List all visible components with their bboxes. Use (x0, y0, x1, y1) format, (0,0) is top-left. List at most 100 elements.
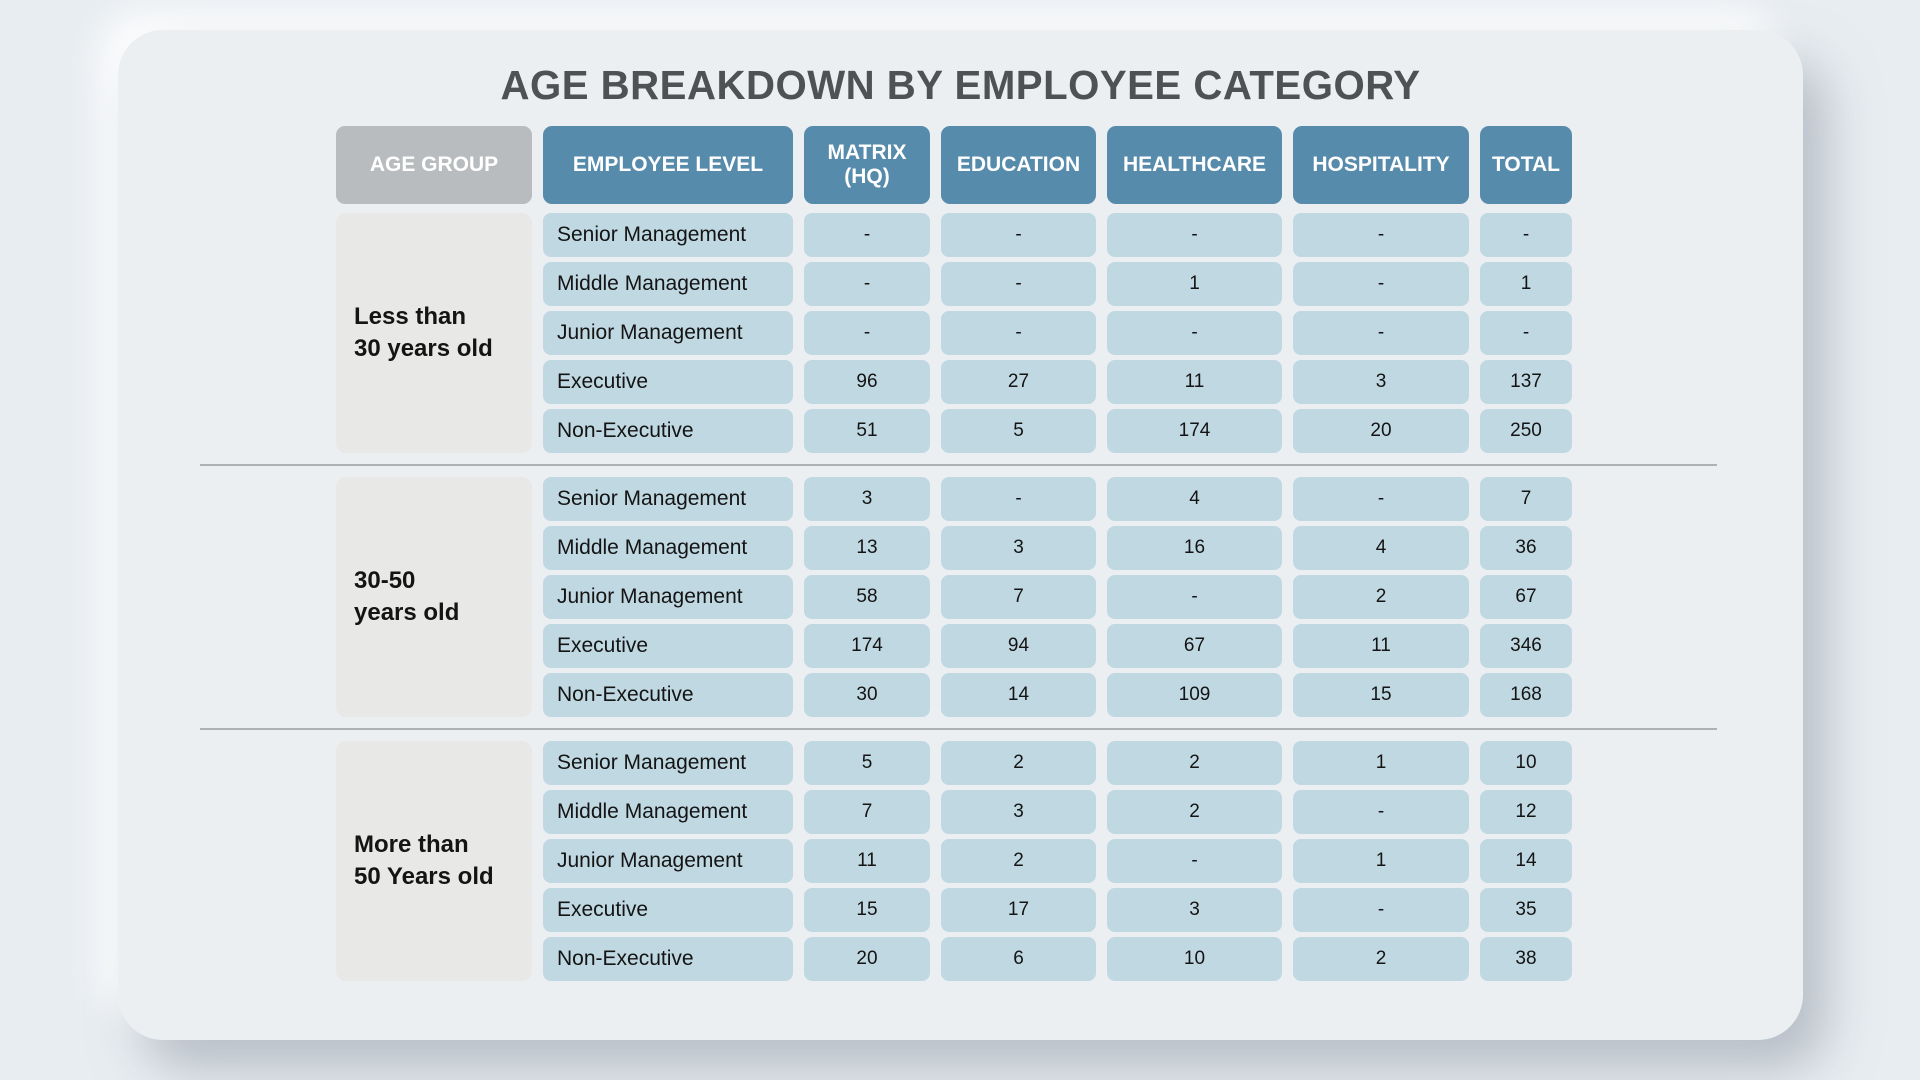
value-cell: 13 (804, 526, 930, 570)
value-cell: - (1293, 790, 1469, 834)
section-rows: Senior Management - - - - - Middle Manag… (543, 213, 1572, 453)
value-cell: 11 (804, 839, 930, 883)
value-cell: 3 (804, 477, 930, 521)
value-cell: 2 (941, 741, 1096, 785)
value-cell: 5 (941, 409, 1096, 453)
level-cell: Senior Management (543, 741, 793, 785)
total-cell: 346 (1480, 624, 1572, 668)
table-row: Non-Executive 51 5 174 20 250 (543, 409, 1572, 453)
table-row: Senior Management - - - - - (543, 213, 1572, 257)
value-cell: - (804, 311, 930, 355)
value-cell: 1 (1107, 262, 1282, 306)
header-education: EDUCATION (941, 126, 1096, 204)
value-cell: 174 (1107, 409, 1282, 453)
table-row: Junior Management 11 2 - 1 14 (543, 839, 1572, 883)
value-cell: 94 (941, 624, 1096, 668)
value-cell: 20 (1293, 409, 1469, 453)
value-cell: 14 (941, 673, 1096, 717)
level-cell: Executive (543, 624, 793, 668)
value-cell: - (1293, 311, 1469, 355)
level-cell: Junior Management (543, 839, 793, 883)
total-cell: 10 (1480, 741, 1572, 785)
value-cell: 3 (1293, 360, 1469, 404)
table-row: Senior Management 3 - 4 - 7 (543, 477, 1572, 521)
level-cell: Non-Executive (543, 937, 793, 981)
table-row: Non-Executive 20 6 10 2 38 (543, 937, 1572, 981)
level-cell: Non-Executive (543, 409, 793, 453)
value-cell: 20 (804, 937, 930, 981)
value-cell: 15 (1293, 673, 1469, 717)
age-group-label: 30-50 years old (336, 477, 532, 717)
value-cell: 5 (804, 741, 930, 785)
value-cell: - (941, 311, 1096, 355)
total-cell: 36 (1480, 526, 1572, 570)
level-cell: Senior Management (543, 477, 793, 521)
page-title: AGE BREAKDOWN BY EMPLOYEE CATEGORY (500, 62, 1421, 108)
value-cell: - (1107, 575, 1282, 619)
header-row: AGE GROUP EMPLOYEE LEVEL MATRIX (HQ) EDU… (336, 126, 1572, 204)
value-cell: 2 (1107, 741, 1282, 785)
age-group-line2: 50 Years old (354, 863, 494, 890)
value-cell: 10 (1107, 937, 1282, 981)
header-matrix-hq: MATRIX (HQ) (804, 126, 930, 204)
value-cell: 30 (804, 673, 930, 717)
value-cell: 16 (1107, 526, 1282, 570)
total-cell: - (1480, 311, 1572, 355)
section-over-50: More than 50 Years old Senior Management… (336, 741, 1572, 981)
value-cell: - (941, 477, 1096, 521)
value-cell: - (804, 213, 930, 257)
value-cell: 67 (1107, 624, 1282, 668)
level-cell: Junior Management (543, 575, 793, 619)
age-group-label: More than 50 Years old (336, 741, 532, 981)
age-group-line1: 30-50 (354, 566, 416, 594)
age-group-line1: Less than (354, 302, 467, 330)
value-cell: 7 (804, 790, 930, 834)
value-cell: 4 (1293, 526, 1469, 570)
value-cell: 2 (1293, 937, 1469, 981)
value-cell: - (1293, 477, 1469, 521)
value-cell: 17 (941, 888, 1096, 932)
total-cell: - (1480, 213, 1572, 257)
header-hospitality: HOSPITALITY (1293, 126, 1469, 204)
value-cell: - (1107, 213, 1282, 257)
value-cell: 51 (804, 409, 930, 453)
value-cell: - (941, 262, 1096, 306)
value-cell: 27 (941, 360, 1096, 404)
value-cell: 6 (941, 937, 1096, 981)
value-cell: - (941, 213, 1096, 257)
value-cell: - (1107, 839, 1282, 883)
header-employee-level: EMPLOYEE LEVEL (543, 126, 793, 204)
section-under-30: Less than 30 years old Senior Management… (336, 213, 1572, 453)
header-total: TOTAL (1480, 126, 1572, 204)
level-cell: Non-Executive (543, 673, 793, 717)
level-cell: Junior Management (543, 311, 793, 355)
header-age-group: AGE GROUP (336, 126, 532, 204)
total-cell: 137 (1480, 360, 1572, 404)
total-cell: 1 (1480, 262, 1572, 306)
section-rows: Senior Management 5 2 2 1 10 Middle Mana… (543, 741, 1572, 981)
total-cell: 168 (1480, 673, 1572, 717)
value-cell: - (1293, 262, 1469, 306)
level-cell: Middle Management (543, 790, 793, 834)
level-cell: Middle Management (543, 262, 793, 306)
age-group-line2: 30 years old (354, 335, 493, 362)
value-cell: - (1107, 311, 1282, 355)
value-cell: 2 (1107, 790, 1282, 834)
value-cell: 1 (1293, 741, 1469, 785)
level-cell: Middle Management (543, 526, 793, 570)
header-healthcare: HEALTHCARE (1107, 126, 1282, 204)
level-cell: Senior Management (543, 213, 793, 257)
value-cell: 174 (804, 624, 930, 668)
age-group-label: Less than 30 years old (336, 213, 532, 453)
total-cell: 12 (1480, 790, 1572, 834)
value-cell: 58 (804, 575, 930, 619)
section-rows: Senior Management 3 - 4 - 7 Middle Manag… (543, 477, 1572, 717)
total-cell: 7 (1480, 477, 1572, 521)
value-cell: 109 (1107, 673, 1282, 717)
total-cell: 14 (1480, 839, 1572, 883)
level-cell: Executive (543, 360, 793, 404)
table-row: Executive 96 27 11 3 137 (543, 360, 1572, 404)
table-row: Non-Executive 30 14 109 15 168 (543, 673, 1572, 717)
value-cell: - (804, 262, 930, 306)
table-row: Executive 174 94 67 11 346 (543, 624, 1572, 668)
